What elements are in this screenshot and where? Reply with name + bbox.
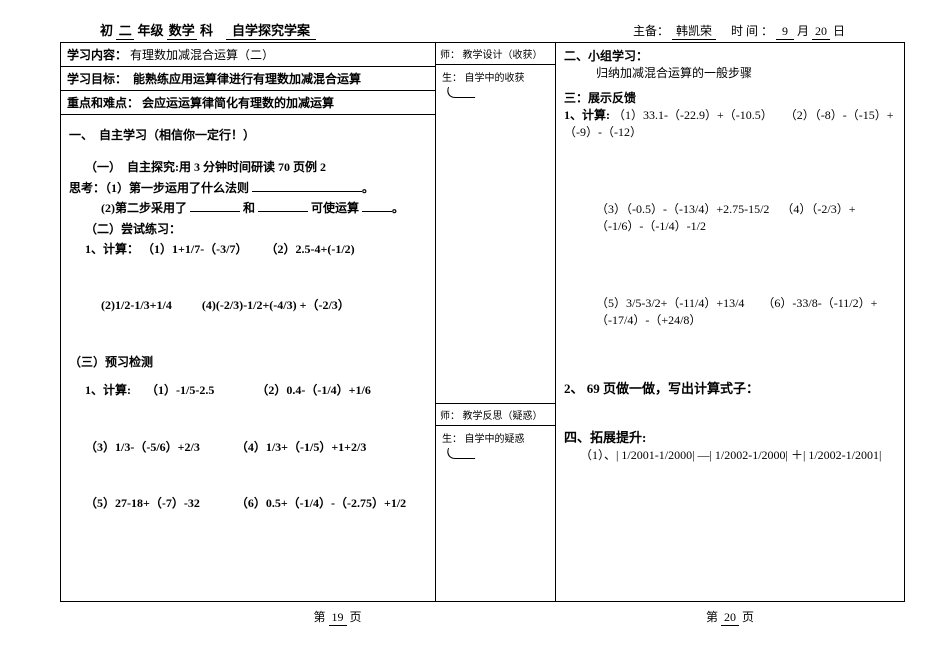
day-suffix: 日 bbox=[833, 24, 845, 38]
p1-label: 1、计算： bbox=[85, 242, 139, 256]
p4-1: （1）、| 1/2001-1/2000| ―| 1/2002-1/2000| ＋… bbox=[564, 446, 896, 463]
blank-3 bbox=[258, 211, 308, 212]
page-suffix-r: 页 bbox=[742, 610, 754, 624]
grade: 二 bbox=[116, 20, 134, 40]
subject-suffix: 科 bbox=[200, 23, 213, 38]
keypoint-row: 重点和难点： 会应运运算律简化有理数的加减运算 bbox=[61, 91, 435, 115]
page-left: 19 bbox=[329, 610, 347, 626]
header-title: 初 二 年级 数学 科 自学探究学案 bbox=[100, 20, 633, 40]
teacher1-label: 师： bbox=[440, 50, 460, 61]
teacher2: 教学反思（疑惑） bbox=[463, 411, 543, 422]
p1-3: (2)1/2-1/3+1/4 bbox=[101, 298, 172, 312]
p1-row2: (2)1/2-1/3+1/4 (4)(-2/3)-1/2+(-4/3) +（-2… bbox=[69, 295, 427, 315]
teacher2-label: 师： bbox=[440, 411, 460, 422]
p2-4: （4）1/3+（-1/5）+1+2/3 bbox=[236, 440, 367, 454]
page-prefix-l: 第 bbox=[313, 610, 325, 624]
worksheet-page: 初 二 年级 数学 科 自学探究学案 主备： 韩凯荣 时 间 ： 9 月 20 … bbox=[0, 0, 945, 667]
column-middle: 师： 教学设计（收获） 生： 自学中的收获 师： 教学反思（疑惑） 生： 自学中… bbox=[436, 43, 556, 601]
blank-1 bbox=[252, 191, 362, 192]
think-line: 思考：（1）第一步运用了什么法则 。 bbox=[69, 178, 427, 198]
sec4-title: 四、拓展提升: bbox=[564, 427, 896, 446]
p2-row2: （3）1/3-（-5/6）+2/3 （4）1/3+（-1/5）+1+2/3 bbox=[69, 437, 427, 457]
p2-row3: （5）27-18+（-7）-32 （6）0.5+（-1/4）-（-2.75）+1… bbox=[69, 493, 427, 513]
column-left: 学习内容： 有理数加减混合运算（二） 学习目标： 能熟练应用运算律进行有理数加减… bbox=[61, 43, 436, 601]
author: 韩凯荣 bbox=[672, 22, 716, 40]
think-1: 思考：（1）第一步运用了什么法则 bbox=[69, 181, 249, 195]
header-meta: 主备： 韩凯荣 时 间 ： 9 月 20 日 bbox=[633, 22, 905, 40]
mid-bottom: 师： 教学反思（疑惑） 生： 自学中的疑惑 bbox=[436, 403, 555, 601]
footer-right: 第 20 页 bbox=[555, 608, 905, 626]
page-prefix-r: 第 bbox=[706, 610, 718, 624]
p3-1: （1）33.1-（-22.9）+（-10.5） bbox=[613, 108, 773, 122]
teacher-note-1: 师： 教学设计（收获） bbox=[436, 43, 555, 65]
think-2b: 和 bbox=[243, 201, 255, 215]
think-2-line: (2)第二步采用了 和 可使运算 。 bbox=[69, 198, 427, 218]
author-label: 主备： bbox=[633, 24, 669, 38]
p2-3: （3）1/3-（-5/6）+2/3 bbox=[85, 440, 200, 454]
column-right: 二、小组学习： 归纳加减混合运算的一般步骤 三：展示反馈 1、计算: （1）33… bbox=[556, 43, 904, 601]
sec3-title: 三：展示反馈 bbox=[564, 89, 896, 106]
study-goal-row: 学习目标： 能熟练应用运算律进行有理数加减混合运算 bbox=[61, 67, 435, 91]
study-goal-label: 学习目标： bbox=[67, 72, 127, 86]
sec3-2: 2、 69 页做一做，写出计算式子： bbox=[564, 378, 896, 397]
think-2a: (2)第二步采用了 bbox=[101, 201, 187, 215]
think-2c: 可使运算 bbox=[311, 201, 359, 215]
p1-2: （2）2.5-4+(-1/2) bbox=[266, 242, 355, 256]
p1-1: （1）1+1/7-（-3/7） bbox=[142, 242, 248, 256]
study-content-label: 学习内容： bbox=[67, 48, 127, 62]
blank-4 bbox=[362, 211, 392, 212]
sec1-1: （一） 自主探究:用 3 分钟时间研读 70 页例 2 bbox=[69, 157, 427, 177]
p3-5: （5）3/5-3/2+（-11/4）+13/4 bbox=[596, 296, 744, 310]
p2-2: （2）0.4-（-1/4）+1/6 bbox=[256, 383, 371, 397]
blank-2 bbox=[190, 211, 240, 212]
month-suffix: 月 bbox=[797, 24, 809, 38]
study-goal: 能熟练应用运算律进行有理数加减混合运算 bbox=[133, 72, 361, 86]
student1: 自学中的收获 bbox=[465, 73, 525, 84]
p2-1: （1）-1/5-2.5 bbox=[146, 383, 214, 397]
left-content: 一、 自主学习（相信你一定行！） （一） 自主探究:用 3 分钟时间研读 70 … bbox=[61, 115, 435, 601]
sec2-title: 二、小组学习： bbox=[564, 47, 896, 64]
p3-label: 1、计算: bbox=[564, 108, 610, 122]
p2-label: 1、计算: bbox=[85, 383, 131, 397]
p2-row1: 1、计算: （1）-1/5-2.5 （2）0.4-（-1/4）+1/6 bbox=[69, 380, 427, 400]
sec1-2: （二）尝试练习： bbox=[69, 219, 427, 239]
teacher-note-2: 师： 教学反思（疑惑） bbox=[436, 404, 555, 426]
p3-row1: 1、计算: （1）33.1-（-22.9）+（-10.5） （2）（-8）-（-… bbox=[564, 106, 896, 140]
content-grid: 学习内容： 有理数加减混合运算（二） 学习目标： 能熟练应用运算律进行有理数加减… bbox=[60, 42, 905, 602]
day: 20 bbox=[812, 24, 830, 40]
p1-4: (4)(-2/3)-1/2+(-4/3) +（-2/3） bbox=[202, 298, 350, 312]
sec2-body: 归纳加减混合运算的一般步骤 bbox=[564, 64, 896, 81]
mid-top: 师： 教学设计（收获） 生： 自学中的收获 bbox=[436, 43, 555, 403]
p3-row2: （3）（-0.5）-（-13/4）+2.75-15/2 （4）（-2/3）+（-… bbox=[564, 200, 896, 234]
month: 9 bbox=[776, 24, 794, 40]
study-content-row: 学习内容： 有理数加减混合运算（二） bbox=[61, 43, 435, 67]
time-label: 时 间 ： bbox=[731, 24, 773, 38]
keypoint: 会应运运算律简化有理数的加减运算 bbox=[142, 96, 334, 110]
keypoint-label: 重点和难点： bbox=[67, 96, 139, 110]
page-suffix-l: 页 bbox=[350, 610, 362, 624]
study-content: 有理数加减混合运算（二） bbox=[130, 48, 274, 62]
page-right: 20 bbox=[721, 610, 739, 626]
p2-5: （5）27-18+（-7）-32 bbox=[85, 496, 200, 510]
grade-suffix: 年级 bbox=[138, 23, 164, 38]
footer: 第 19 页 第 20 页 bbox=[60, 608, 905, 626]
sec1-3: （三）预习检测 bbox=[69, 352, 427, 372]
student2-label: 生： bbox=[442, 434, 462, 445]
teacher1: 教学设计（收获） bbox=[463, 50, 543, 61]
footer-left: 第 19 页 bbox=[60, 608, 555, 626]
subject: 数学 bbox=[167, 20, 197, 40]
student2: 自学中的疑惑 bbox=[465, 434, 525, 445]
header: 初 二 年级 数学 科 自学探究学案 主备： 韩凯荣 时 间 ： 9 月 20 … bbox=[60, 20, 905, 42]
student-note-2: 生： 自学中的疑惑 bbox=[436, 426, 555, 463]
p1-row1: 1、计算： （1）1+1/7-（-3/7） （2）2.5-4+(-1/2) bbox=[69, 239, 427, 259]
p3-row3: （5）3/5-3/2+（-11/4）+13/4 （6）-33/8-（-11/2）… bbox=[564, 294, 896, 328]
p3-3: （3）（-0.5）-（-13/4）+2.75-15/2 bbox=[596, 202, 769, 216]
sec1-title: 一、 自主学习（相信你一定行！） bbox=[69, 125, 427, 145]
student-note-1: 生： 自学中的收获 bbox=[436, 65, 555, 102]
grade-prefix: 初 bbox=[100, 23, 113, 38]
doc-title: 自学探究学案 bbox=[226, 20, 316, 40]
student1-label: 生： bbox=[442, 73, 462, 84]
p2-6: （6）0.5+（-1/4）-（-2.75）+1/2 bbox=[236, 496, 406, 510]
